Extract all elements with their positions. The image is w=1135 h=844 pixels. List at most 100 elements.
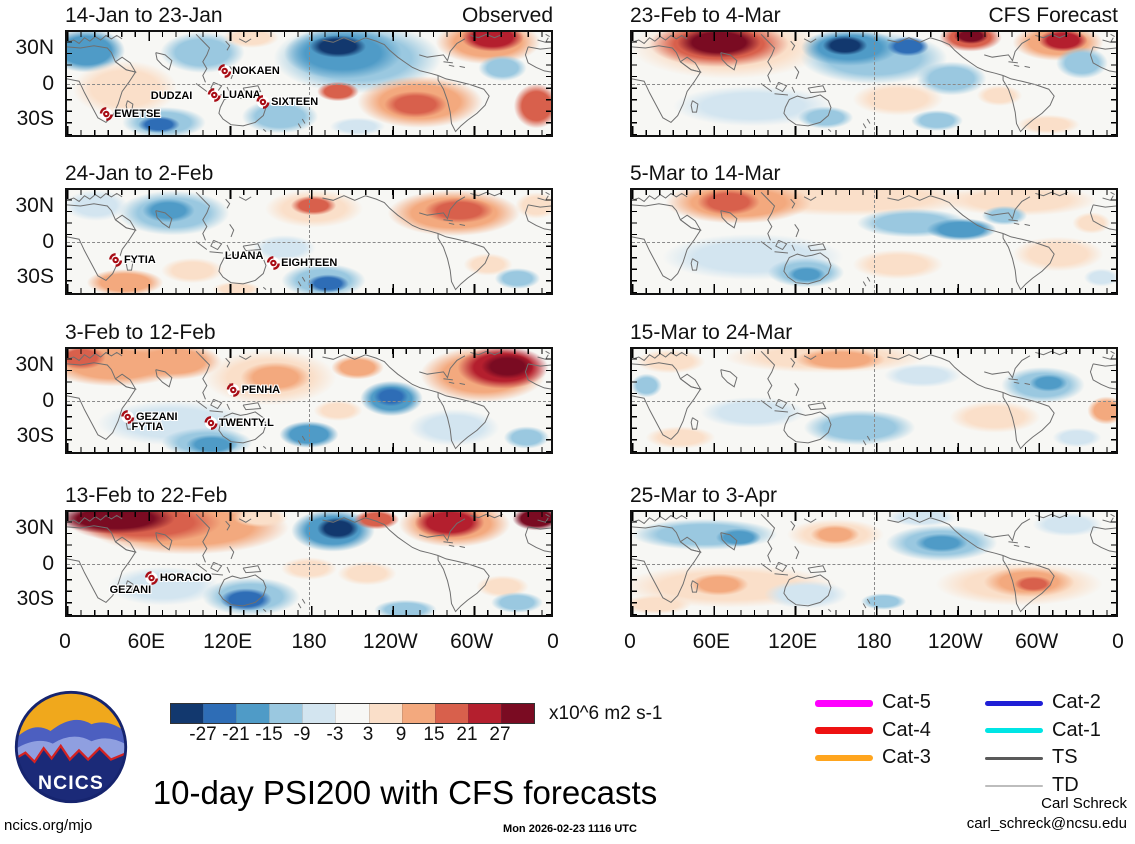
tick-marks <box>67 288 551 293</box>
tick-marks <box>632 190 1116 195</box>
storm-marker: LUANA <box>224 250 264 262</box>
anomaly-blob <box>677 568 761 600</box>
lat-axis-label: 0 <box>42 71 54 95</box>
colorbar-cell <box>302 704 336 723</box>
anomaly-blob <box>495 422 551 452</box>
tick-marks <box>67 606 551 615</box>
anomaly-blob <box>345 512 409 533</box>
anomaly-blob <box>183 569 319 615</box>
lat-axis-label: 0 <box>42 229 54 253</box>
map-area: PENHA GEZANI FYTIA TWENTY.L <box>65 347 553 454</box>
coastline-map <box>67 32 551 135</box>
storm-label: FYTIA <box>123 254 156 267</box>
anomaly-blob <box>241 229 329 266</box>
colorbar-tick-label: -9 <box>293 724 311 745</box>
anomaly-blob <box>265 256 382 293</box>
coastline-map <box>632 190 1116 293</box>
coastline-map <box>67 190 551 293</box>
anomaly-blob <box>813 32 877 59</box>
anomaly-blob <box>1077 265 1116 290</box>
dateline-line <box>874 32 875 135</box>
anomaly-blob <box>468 50 537 87</box>
storm-label: NOKAEN <box>232 65 280 78</box>
anomaly-blob <box>321 351 394 384</box>
lon-axis-label: 120E <box>203 630 253 653</box>
map-panel-obs-1: 14-Jan to 23-Jan Observed NOKAEN DUDZAI LU… <box>65 4 553 137</box>
anomaly-blob <box>786 102 865 133</box>
tick-marks <box>632 349 1116 354</box>
colorbar-cell <box>269 704 303 723</box>
anomaly-blob <box>362 596 450 615</box>
legend-label: Cat-2 <box>1052 691 1101 713</box>
tick-marks <box>67 610 551 615</box>
tick-marks <box>632 512 1116 517</box>
anomaly-blob <box>835 243 962 285</box>
coastline-map <box>632 32 1116 135</box>
equator-line <box>67 241 551 243</box>
storm-marker: HORACIO <box>145 571 212 585</box>
dateline-line <box>309 190 310 293</box>
tick-marks <box>632 130 1116 135</box>
lat-axis-label: 30N <box>15 515 54 539</box>
panel-title: 3-Feb to 12-Feb <box>65 321 216 344</box>
anomaly-blob <box>632 422 729 452</box>
anomaly-blob <box>927 32 1015 57</box>
lat-axis-label: 30N <box>15 352 54 376</box>
tick-marks <box>67 190 72 293</box>
anomaly-blob <box>325 557 409 591</box>
legend-line-cat-3 <box>815 755 873 761</box>
dateline-line <box>874 349 875 452</box>
storm-label: LUANA <box>224 249 264 262</box>
storm-label: LUANA <box>222 88 261 101</box>
lat-axis-label: 30S <box>16 424 54 448</box>
anomaly-blob <box>668 190 1032 223</box>
tick-marks <box>632 190 1116 199</box>
anomaly-blob <box>661 32 778 64</box>
tick-marks <box>546 32 551 135</box>
hurricane-icon <box>99 107 113 121</box>
anomaly-blob <box>502 512 551 535</box>
coastline-map <box>632 349 1116 452</box>
ncics-logo: NCICS <box>14 690 128 804</box>
map-area <box>630 188 1118 295</box>
anomaly-blob <box>985 360 1102 410</box>
tick-marks <box>67 190 551 199</box>
anomaly-blob <box>632 368 669 402</box>
anomaly-blob <box>371 85 460 123</box>
anomaly-blob <box>995 32 1116 69</box>
legend-label: Cat-4 <box>882 718 931 741</box>
tick-marks <box>632 284 1116 293</box>
panel-title: 25-Mar to 3-Apr <box>630 484 778 507</box>
tick-marks <box>67 512 551 517</box>
tick-marks <box>67 130 551 135</box>
tick-marks <box>632 610 1116 615</box>
anomaly-blob <box>67 32 140 82</box>
hurricane-icon <box>109 253 123 267</box>
tick-marks <box>632 447 1116 452</box>
storm-marker: DUDZAI <box>150 90 193 102</box>
tick-marks <box>632 190 637 293</box>
anomaly-blob <box>1045 41 1116 85</box>
panel-title: 23-Feb to 4-Mar <box>630 4 781 27</box>
hurricane-icon <box>207 88 221 102</box>
anomaly-blob <box>376 512 532 557</box>
anomaly-blob <box>260 32 426 89</box>
lon-axis-label: 180 <box>856 630 892 653</box>
lon-axis-label: 60E <box>127 630 166 653</box>
lon-axis-label: 180 <box>291 630 327 653</box>
anomaly-blob <box>1004 111 1092 135</box>
tick-marks <box>546 190 551 293</box>
anomaly-blob <box>777 349 904 375</box>
anomaly-blob <box>632 32 865 92</box>
anomaly-blob <box>1079 391 1116 431</box>
tick-marks <box>67 32 72 135</box>
anomaly-blob <box>67 50 198 128</box>
anomaly-blob <box>299 271 358 293</box>
storm-marker: NOKAEN <box>217 64 280 78</box>
anomaly-blob <box>835 203 991 243</box>
legend-label: TD <box>1052 773 1079 796</box>
coastline-map <box>67 512 551 615</box>
legend-line-ts <box>985 756 1043 760</box>
legend-label: TS <box>1052 746 1078 768</box>
anomaly-blob <box>246 190 382 236</box>
